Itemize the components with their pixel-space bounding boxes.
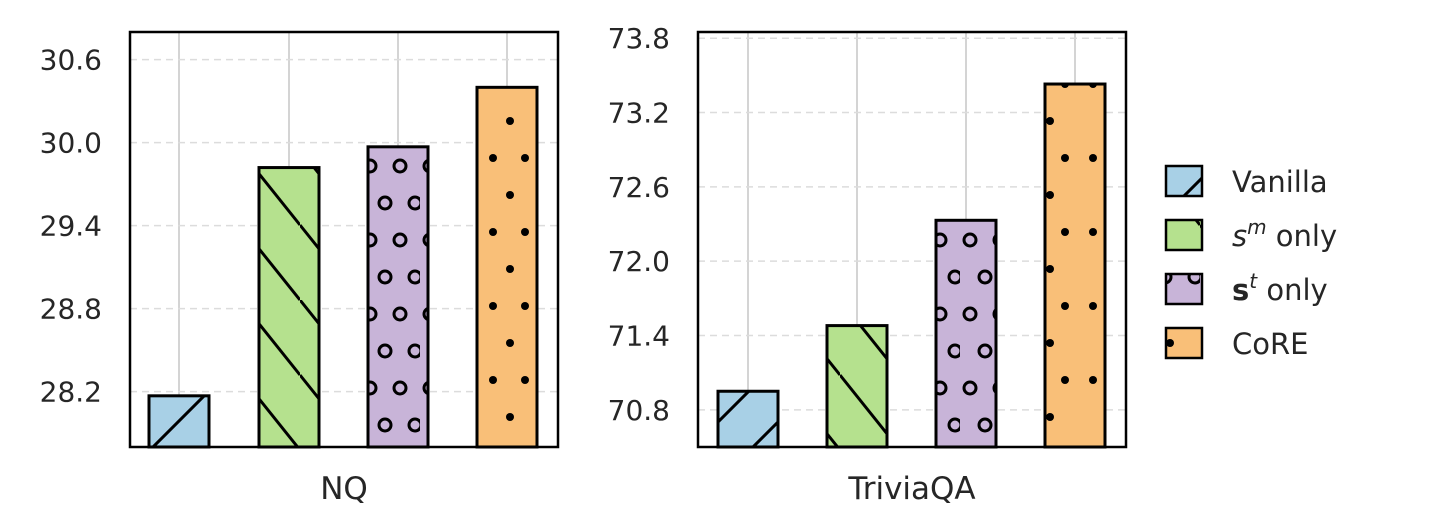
nq-panel: 28.2 28.8 29.4 30.0 30.6 NQ	[40, 30, 560, 507]
bar-nq-vanilla-hatch	[147, 394, 211, 449]
legend-label: Vanilla	[1232, 165, 1328, 199]
y-tick-label: 73.2	[608, 97, 670, 130]
bar-triviaqa-s-t-only-hatch	[934, 218, 998, 449]
y-tick-label: 28.8	[40, 293, 102, 326]
legend-entry-st-only: st only	[1164, 269, 1328, 307]
y-tick-label: 72.0	[608, 245, 670, 278]
x-axis-label: TriviaQA	[847, 471, 975, 507]
legend-swatch-hatch	[1164, 164, 1204, 198]
x-axis-label: NQ	[320, 471, 368, 507]
legend-swatch-hatch	[1164, 218, 1204, 252]
legend-label: CoRE	[1232, 327, 1308, 361]
y-tick-label: 30.0	[40, 127, 102, 160]
y-tick-label: 29.4	[40, 210, 102, 243]
y-tick-label: 30.6	[40, 44, 102, 77]
y-tick-label: 71.4	[608, 320, 670, 353]
bar-nq-s-t-only-hatch	[366, 145, 430, 449]
legend: Vanilla sm only st only CoRE	[1164, 164, 1337, 361]
legend-swatch-hatch	[1164, 272, 1204, 306]
bar-nq-s-m-only-hatch	[257, 166, 321, 449]
y-tick-label: 73.8	[608, 22, 670, 55]
bar-triviaqa-s-m-only-hatch	[825, 324, 889, 449]
triviaqa-panel: 70.8 71.4 72.0 72.6 73.2 73.8 TriviaQA	[608, 22, 1128, 507]
legend-entry-sm-only: sm only	[1164, 215, 1337, 253]
bar-nq-core-hatch	[475, 85, 539, 449]
legend-label: sm only	[1232, 215, 1337, 253]
legend-swatch-hatch	[1164, 326, 1204, 360]
axes-frame	[128, 30, 560, 449]
y-tick-label: 28.2	[40, 376, 102, 409]
legend-entry-core: CoRE	[1164, 326, 1308, 361]
bar-triviaqa-vanilla-hatch	[716, 389, 780, 449]
y-tick-label: 70.8	[608, 394, 670, 427]
legend-entry-vanilla: Vanilla	[1164, 164, 1328, 199]
y-tick-label: 72.6	[608, 171, 670, 204]
axes-frame	[696, 30, 1128, 449]
legend-label: st only	[1232, 269, 1328, 307]
bar-triviaqa-core-hatch	[1043, 82, 1107, 449]
